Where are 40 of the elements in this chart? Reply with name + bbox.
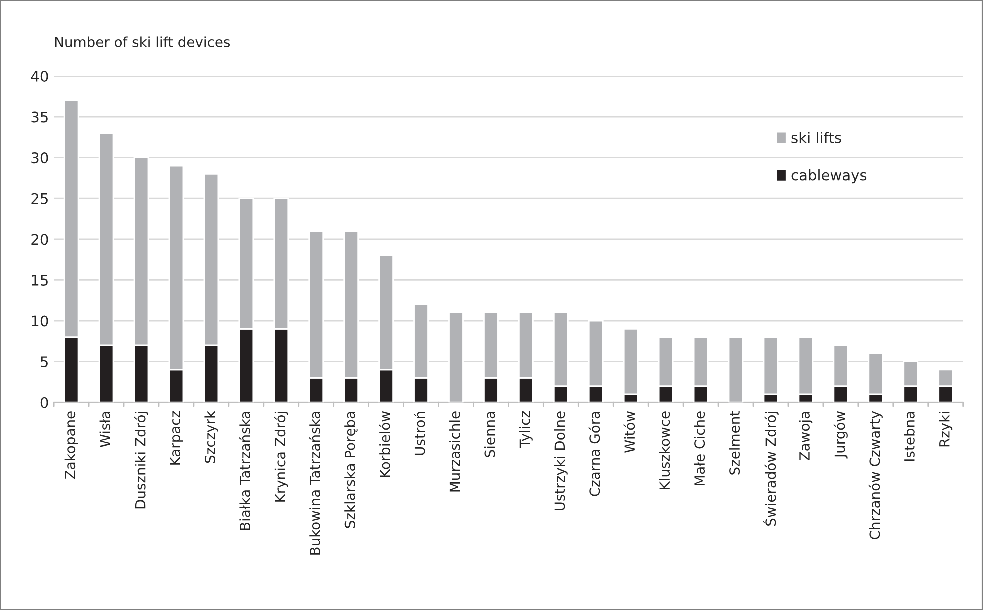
y-tick-label: 40 [31, 70, 48, 82]
y-tick-label: 15 [32, 275, 48, 286]
x-tick-label: Witów [624, 412, 636, 454]
x-tick-label: Sienna [484, 412, 496, 458]
x-tick-label: Zawoja [799, 412, 813, 461]
x-tick-label: Szczyrk [204, 410, 218, 464]
x-tick-label: Rzyki [939, 412, 953, 447]
legend-label: cableways [792, 170, 867, 184]
x-tick-label: Wisła [100, 412, 111, 448]
bar [448, 312, 464, 403]
x-tick-label: Ustroń [414, 412, 426, 456]
x-tick-label: Jurgów [834, 412, 848, 459]
x-tick-label: Chrzanów Czwarty [868, 411, 883, 540]
x-tick-label: Murzasichle [450, 412, 460, 492]
x-tick-label: Szelment [729, 411, 740, 475]
x-tick-label: Tylicz [519, 412, 533, 448]
x-tick-label: Karpacz [170, 412, 184, 465]
y-tick-label: 10 [32, 316, 48, 327]
legend-label: ski lifts [792, 132, 842, 144]
bar [728, 336, 744, 403]
y-tick-label: 30 [32, 152, 48, 164]
y-tick-label: 5 [41, 356, 48, 368]
y-tick-label: 25 [32, 193, 48, 204]
y-tick-label: 0 [40, 397, 48, 408]
x-tick-label: Małe Ciche [694, 412, 706, 486]
x-tick-label: Świeradów Zdrój [763, 412, 779, 526]
x-tick-label: Duszniki Zdrój [134, 412, 148, 509]
x-tick-label: Białka Tatrzańska [239, 412, 250, 530]
x-tick-label: Czarna Góra [588, 412, 600, 496]
y-tick-label: 20 [32, 234, 48, 246]
x-tick-label: Istebna [904, 412, 915, 462]
y-tick-label: 35 [32, 112, 48, 123]
x-tick-label: Bukowina Tatrzańska [309, 412, 320, 555]
y-axis-title: Number of ski lift devices [55, 36, 230, 48]
x-tick-label: Kluszkowce [659, 412, 670, 490]
x-tick-label: Korbielów [379, 412, 390, 478]
x-tick-label: Krynica Zdrój [274, 412, 288, 502]
x-tick-label: Ustrzyki Dolne [554, 412, 568, 511]
x-tick-label: Zakopane [64, 412, 78, 480]
x-tick-label: Szklarska Poręba [344, 412, 358, 528]
